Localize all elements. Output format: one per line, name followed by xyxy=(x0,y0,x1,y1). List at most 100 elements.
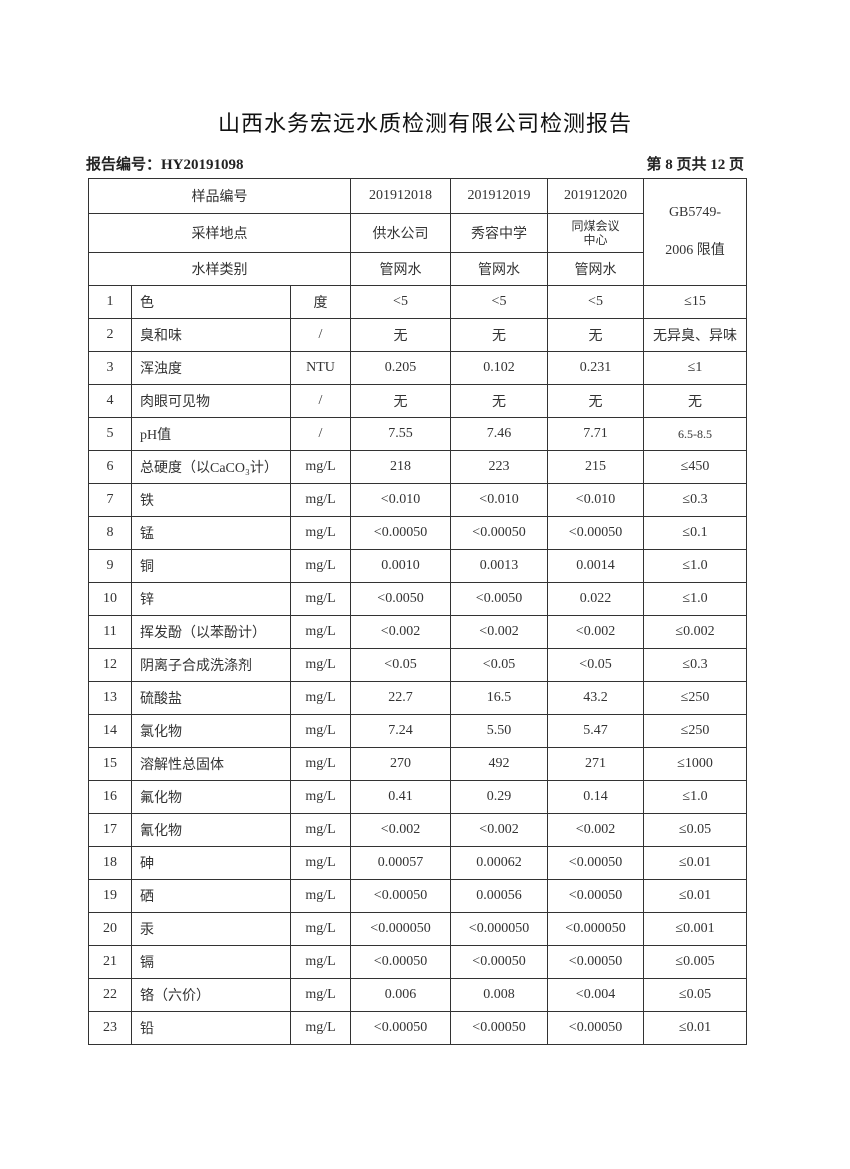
unit: mg/L xyxy=(290,780,351,814)
item-name: 氰化物 xyxy=(131,813,291,847)
result-1: 22.7 xyxy=(350,681,451,715)
item-number: 8 xyxy=(88,516,132,550)
table-row: 13 硫酸盐 mg/L 22.7 16.5 43.2 ≤250 xyxy=(88,681,747,715)
result-1: <0.00050 xyxy=(350,879,451,913)
sample-site: 秀容中学 xyxy=(450,213,548,253)
table-row: 11 挥发酚（以苯酚计） mg/L <0.002 <0.002 <0.002 ≤0.002 xyxy=(88,615,747,649)
item-number: 9 xyxy=(88,549,132,583)
sample-type: 管网水 xyxy=(450,252,548,286)
limit-value: ≤0.05 xyxy=(643,813,747,847)
unit: mg/L xyxy=(290,582,351,616)
sample-type: 管网水 xyxy=(547,252,644,286)
item-number: 6 xyxy=(88,450,132,484)
result-3: <0.000050 xyxy=(547,912,644,946)
result-3: 43.2 xyxy=(547,681,644,715)
unit: mg/L xyxy=(290,1011,351,1045)
sample-no: 201912019 xyxy=(450,178,548,214)
item-name: 锰 xyxy=(131,516,291,550)
item-name: 阴离子合成洗涤剂 xyxy=(131,648,291,682)
table-row: 18 砷 mg/L 0.00057 0.00062 <0.00050 ≤0.01 xyxy=(88,846,747,880)
item-name: 铬（六价） xyxy=(131,978,291,1012)
result-3: <0.05 xyxy=(547,648,644,682)
result-2: 16.5 xyxy=(450,681,548,715)
limit-value: ≤0.01 xyxy=(643,846,747,880)
result-2: 无 xyxy=(450,318,548,352)
unit: mg/L xyxy=(290,615,351,649)
result-2: 7.46 xyxy=(450,417,548,451)
table-row: 19 硒 mg/L <0.00050 0.00056 <0.00050 ≤0.01 xyxy=(88,879,747,913)
report-title: 山西水务宏远水质检测有限公司检测报告 xyxy=(217,112,632,137)
limit-value: ≤0.05 xyxy=(643,978,747,1012)
item-number: 1 xyxy=(88,285,132,319)
limit-value: ≤1.0 xyxy=(643,582,747,616)
table-row: 12 阴离子合成洗涤剂 mg/L <0.05 <0.05 <0.05 ≤0.3 xyxy=(88,648,747,682)
unit: mg/L xyxy=(290,483,351,517)
result-1: <0.00050 xyxy=(350,1011,451,1045)
result-3: <0.002 xyxy=(547,813,644,847)
result-3: 无 xyxy=(547,384,644,418)
result-1: <0.010 xyxy=(350,483,451,517)
result-3: 5.47 xyxy=(547,714,644,748)
sample-no-label: 样品编号 xyxy=(88,178,351,214)
item-name: 铁 xyxy=(131,483,291,517)
limit-value: ≤0.01 xyxy=(643,1011,747,1045)
result-1: 0.0010 xyxy=(350,549,451,583)
result-3: <0.00050 xyxy=(547,879,644,913)
table-row: 8 锰 mg/L <0.00050 <0.00050 <0.00050 ≤0.1 xyxy=(88,516,747,550)
result-2: 0.00062 xyxy=(450,846,548,880)
result-1: <0.00050 xyxy=(350,945,451,979)
item-name: 铅 xyxy=(131,1011,291,1045)
unit: mg/L xyxy=(290,813,351,847)
unit: / xyxy=(290,384,351,418)
sample-no: 201912018 xyxy=(350,178,451,214)
unit: mg/L xyxy=(290,714,351,748)
item-number: 4 xyxy=(88,384,132,418)
result-2: <5 xyxy=(450,285,548,319)
result-1: <0.000050 xyxy=(350,912,451,946)
item-name: 镉 xyxy=(131,945,291,979)
unit: mg/L xyxy=(290,549,351,583)
result-2: <0.000050 xyxy=(450,912,548,946)
limit-value: ≤1.0 xyxy=(643,549,747,583)
table-row: 1 色度 <5 <5 <5 ≤15 xyxy=(88,285,747,319)
table-row: 23 铅 mg/L <0.00050 <0.00050 <0.00050 ≤0.01 xyxy=(88,1011,747,1045)
result-1: <0.00050 xyxy=(350,516,451,550)
result-3: 无 xyxy=(547,318,644,352)
limit-value: ≤0.005 xyxy=(643,945,747,979)
limit-value: ≤0.3 xyxy=(643,483,747,517)
table-row: 20 汞 mg/L <0.000050 <0.000050 <0.000050 ≤0.001 xyxy=(88,912,747,946)
result-3: 215 xyxy=(547,450,644,484)
item-number: 12 xyxy=(88,648,132,682)
limit-value: ≤1000 xyxy=(643,747,747,781)
item-number: 18 xyxy=(88,846,132,880)
result-3: 0.022 xyxy=(547,582,644,616)
result-1: 0.00057 xyxy=(350,846,451,880)
result-3: <5 xyxy=(547,285,644,319)
table-row: 22 铬（六价） mg/L 0.006 0.008 <0.004 ≤0.05 xyxy=(88,978,747,1012)
unit: mg/L xyxy=(290,648,351,682)
table-row: 2 臭和味 / 无无无无异臭、异味 xyxy=(88,318,747,352)
limit-value: ≤250 xyxy=(643,714,747,748)
item-number: 11 xyxy=(88,615,132,649)
item-name: 砷 xyxy=(131,846,291,880)
result-3: 0.231 xyxy=(547,351,644,385)
unit: mg/L xyxy=(290,516,351,550)
result-2: <0.00050 xyxy=(450,945,548,979)
limit-value: ≤0.001 xyxy=(643,912,747,946)
unit: mg/L xyxy=(290,846,351,880)
result-1: 0.41 xyxy=(350,780,451,814)
item-number: 10 xyxy=(88,582,132,616)
result-2: 0.008 xyxy=(450,978,548,1012)
header-row-sample-no: 样品编号 201912018 201912019 201912020 GB574… xyxy=(88,178,747,286)
header-row-site: 采样地点 供水公司 秀容中学 同煤会议中心 xyxy=(88,213,747,253)
item-name: 氟化物 xyxy=(131,780,291,814)
item-number: 20 xyxy=(88,912,132,946)
result-2: <0.05 xyxy=(450,648,548,682)
unit: 度 xyxy=(290,285,351,319)
unit: / xyxy=(290,417,351,451)
result-1: 0.205 xyxy=(350,351,451,385)
result-2: 无 xyxy=(450,384,548,418)
sample-type: 管网水 xyxy=(350,252,451,286)
unit: mg/L xyxy=(290,912,351,946)
item-name: 溶解性总固体 xyxy=(131,747,291,781)
